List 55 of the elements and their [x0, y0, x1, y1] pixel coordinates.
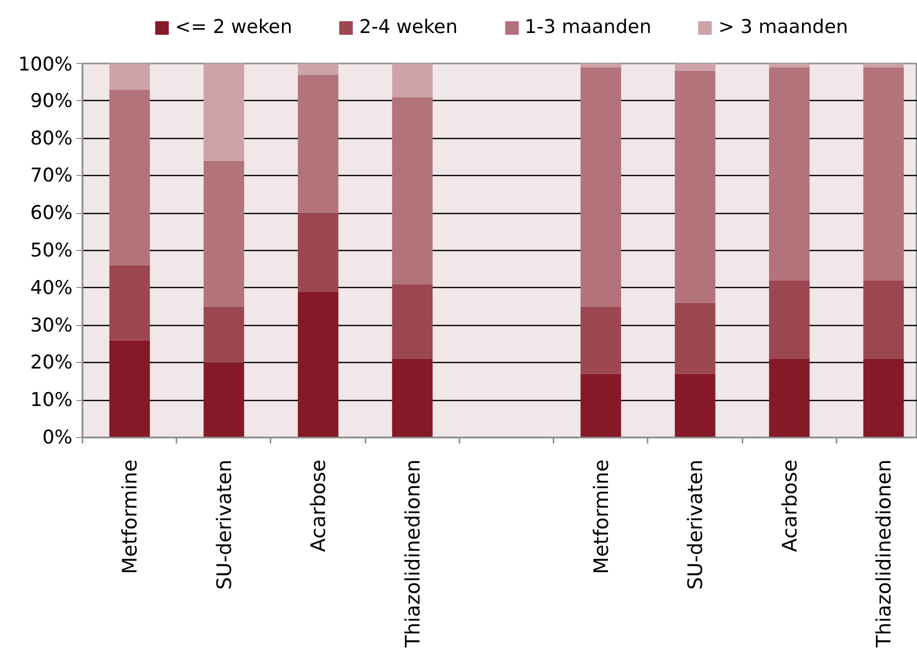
bar: [298, 292, 338, 438]
bar: [674, 302, 716, 374]
y-tick-label: 60%: [30, 202, 73, 224]
bar: [580, 374, 622, 438]
legend-label: <= 2 weken: [175, 16, 292, 38]
x-tick-label: SU-derivaten: [683, 459, 708, 590]
bar: [392, 284, 433, 359]
legend-label: 1-3 maanden: [524, 16, 652, 38]
bar: [674, 64, 716, 71]
bar: [863, 358, 904, 438]
x-tick-label: Metformine: [118, 459, 142, 574]
y-tick-label: 70%: [30, 164, 73, 187]
bar: [392, 64, 433, 98]
bar: [298, 213, 338, 292]
x-tick-label: Acarbose: [306, 459, 330, 552]
bar: [298, 74, 338, 214]
y-tick-label: 40%: [30, 276, 73, 299]
bar: [109, 265, 150, 340]
bar: [392, 97, 433, 284]
y-tick-label: 50%: [30, 240, 73, 262]
bar: [109, 90, 150, 266]
bar: [392, 358, 433, 438]
bar: [580, 67, 622, 307]
bar: [863, 64, 904, 68]
x-tick-label: Acarbose: [777, 459, 802, 552]
bar: [580, 306, 622, 374]
x-tick-label: SU-derivaten: [212, 459, 236, 590]
legend-label: > 3 maanden: [718, 16, 848, 38]
bar: [769, 67, 810, 280]
bar: [109, 64, 150, 90]
bar: [204, 160, 244, 307]
x-tick-label: Thiazolidinedionen: [400, 459, 424, 648]
y-tick-label: 30%: [30, 314, 73, 336]
y-tick-label: 10%: [30, 389, 73, 412]
x-tick-label: Metformine: [588, 459, 613, 574]
y-tick-label: 90%: [30, 90, 73, 112]
y-tick-label: 100%: [18, 54, 73, 76]
legend-label: 2-4 weken: [359, 16, 458, 38]
bar: [204, 64, 244, 161]
bar: [674, 70, 716, 303]
bar: [580, 64, 622, 68]
bar: [298, 64, 338, 75]
bar: [769, 358, 810, 438]
x-tick-label: Thiazolidinedionen: [872, 459, 896, 648]
bar: [204, 362, 244, 438]
bar: [863, 280, 904, 359]
bar: [769, 64, 810, 68]
y-tick-label: 20%: [30, 352, 73, 374]
bar: [863, 67, 904, 280]
y-tick-label: 0%: [42, 426, 73, 448]
bar: [769, 280, 810, 359]
bar: [109, 340, 150, 438]
y-tick-label: 80%: [30, 127, 73, 150]
bar: [674, 374, 716, 438]
bar: [204, 306, 244, 363]
